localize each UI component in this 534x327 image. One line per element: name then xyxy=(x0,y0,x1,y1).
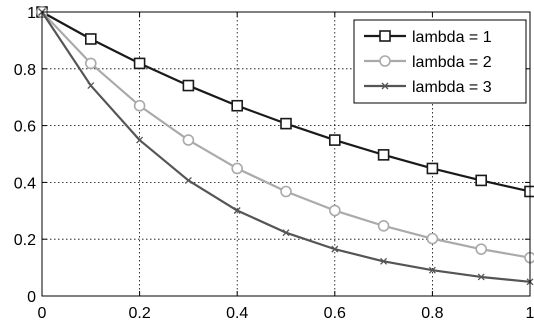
y-tick-label: 0.2 xyxy=(14,232,36,249)
data-point xyxy=(426,162,439,175)
x-tick-label: 0.4 xyxy=(226,305,248,322)
data-point xyxy=(380,257,388,265)
x-tick-label: 0.8 xyxy=(421,305,443,322)
data-point xyxy=(426,232,439,245)
legend-item-1: lambda = 1 xyxy=(364,29,492,46)
data-point xyxy=(85,57,97,70)
data-point xyxy=(233,207,241,214)
legend-label: lambda = 1 xyxy=(412,29,492,46)
x-tick-label: 0.2 xyxy=(128,305,150,322)
legend: lambda = 1 lambda = 2 lambda = 3 xyxy=(353,19,527,104)
axis-ticks: 0 0.2 0.4 0.6 0.8 1 0 0.2 0.4 0.6 0.8 1 xyxy=(14,5,534,322)
data-point xyxy=(231,162,243,175)
y-tick-label: 0.4 xyxy=(14,175,36,192)
data-point xyxy=(328,134,341,146)
legend-marker xyxy=(379,30,391,42)
y-tick-label: 0.8 xyxy=(14,62,36,79)
legend-marker xyxy=(381,82,389,90)
series-2 xyxy=(36,6,534,264)
x-tick-label: 0.6 xyxy=(324,305,346,322)
data-point xyxy=(85,33,97,45)
y-tick-label: 0 xyxy=(27,289,36,306)
data-point xyxy=(428,266,436,274)
data-point xyxy=(475,174,488,187)
data-point xyxy=(280,117,292,130)
data-point xyxy=(136,136,144,144)
plot-frame xyxy=(41,11,531,297)
data-point xyxy=(87,82,95,90)
data-point xyxy=(377,149,390,161)
x-tick-label: 1 xyxy=(526,305,534,322)
y-tick-label: 1 xyxy=(27,5,36,22)
data-point xyxy=(377,220,390,232)
data-point xyxy=(328,204,341,217)
legend-item-2: lambda = 2 xyxy=(364,54,492,71)
data-point xyxy=(282,229,290,237)
data-point xyxy=(231,99,243,112)
data-point xyxy=(331,245,339,253)
data-point xyxy=(182,134,195,146)
legend-item-3: lambda = 3 xyxy=(364,79,492,96)
data-point xyxy=(280,185,292,198)
legend-label: lambda = 3 xyxy=(412,79,492,96)
data-point xyxy=(477,273,485,281)
data-point xyxy=(182,79,195,92)
y-tick-label: 0.6 xyxy=(14,119,36,136)
x-tick-label: 0 xyxy=(38,305,47,322)
data-point xyxy=(133,57,146,70)
data-point xyxy=(184,176,192,184)
legend-label: lambda = 2 xyxy=(412,54,492,71)
series-layer xyxy=(36,6,534,286)
data-point xyxy=(133,99,146,112)
data-point xyxy=(475,243,488,255)
legend-marker xyxy=(379,55,391,67)
